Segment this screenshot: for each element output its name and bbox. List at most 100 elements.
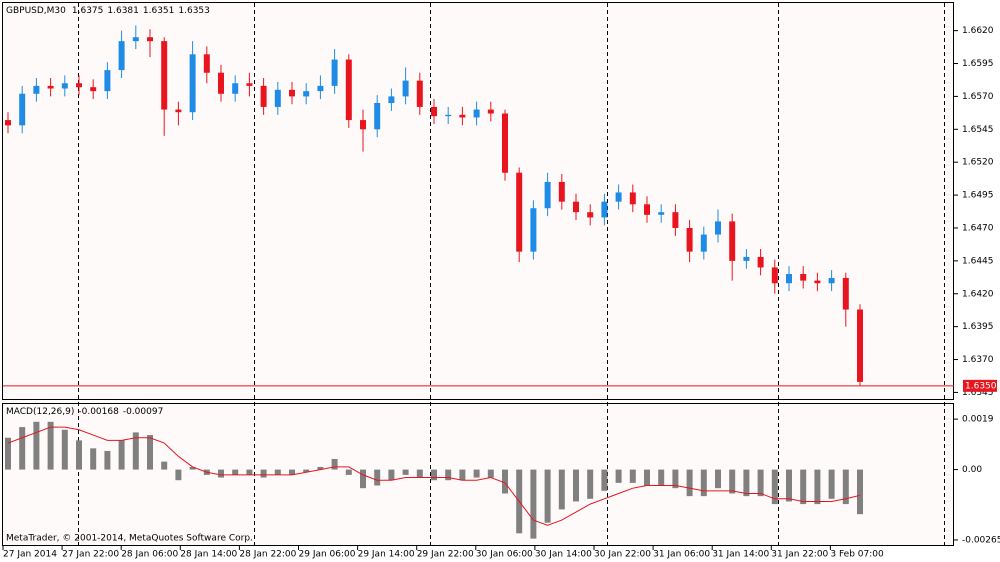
- x-tick-label: 27 Jan 2014: [3, 550, 57, 560]
- macd-bar: [218, 469, 224, 478]
- candle-body: [715, 221, 721, 235]
- signal-line: [7, 426, 861, 526]
- candle-body: [203, 54, 210, 73]
- macd-bar: [388, 469, 395, 481]
- macd-bar: [118, 440, 125, 470]
- macd-bar: [743, 469, 750, 497]
- y-tick-label: 0.0019: [962, 415, 994, 425]
- y-tick-label: 1.6595: [962, 59, 994, 69]
- candle-body: [473, 109, 480, 118]
- macd-bar: [289, 469, 295, 475]
- candle-body: [317, 85, 324, 92]
- macd-bar: [317, 466, 324, 470]
- x-tick-label: 30 Jan 14:00: [535, 550, 592, 560]
- macd-bar: [459, 469, 466, 481]
- macd-bar: [303, 469, 310, 473]
- y-tick-label: 1.6495: [962, 191, 994, 201]
- macd-bar: [360, 469, 366, 489]
- candle-body: [629, 192, 636, 205]
- macd-bar: [601, 469, 608, 491]
- macd-bar: [147, 435, 153, 470]
- macd-bar: [757, 469, 764, 497]
- candle-body: [729, 221, 736, 261]
- candle-body: [402, 80, 409, 97]
- macd-bar: [189, 466, 196, 470]
- candle-body: [147, 37, 153, 42]
- x-tick-label: 28 Jan 06:00: [121, 550, 178, 560]
- macd-bar: [90, 448, 97, 470]
- quote-high: 1.6381: [107, 6, 139, 16]
- candle-body: [19, 93, 26, 126]
- macd-bar: [47, 421, 54, 470]
- y-tick-label: 1.6370: [962, 355, 994, 365]
- y-tick-label: 1.6570: [962, 92, 994, 102]
- macd-bar: [431, 469, 437, 481]
- macd-bar: [857, 469, 863, 515]
- candle-body: [289, 89, 295, 97]
- candle-body: [61, 83, 68, 89]
- candle-body: [757, 256, 764, 268]
- candle-body: [118, 41, 125, 71]
- candle-body: [388, 96, 395, 103]
- marks: [3, 25, 954, 539]
- candle-body: [857, 309, 863, 382]
- candle-body: [431, 106, 437, 117]
- candle-body: [658, 212, 665, 215]
- y-tick-label: -0.00265: [962, 535, 1000, 545]
- candle-body: [771, 267, 778, 284]
- macd-bar: [232, 469, 239, 475]
- macd-bar: [416, 469, 423, 478]
- candle-body: [828, 277, 835, 284]
- macd-bar: [587, 469, 594, 499]
- candle-body: [644, 204, 650, 215]
- candle-body: [814, 280, 821, 284]
- macd-bar: [658, 469, 665, 486]
- candle-body: [459, 114, 466, 118]
- candle-body: [530, 208, 537, 252]
- x-tick-label: 31 Jan 06:00: [653, 550, 710, 560]
- candle-body: [587, 212, 594, 218]
- x-tick-label: 29 Jan 22:00: [417, 550, 474, 560]
- candle-body: [445, 114, 452, 117]
- macd-bar: [644, 469, 650, 486]
- candle-body: [700, 234, 707, 252]
- macd-bar: [104, 451, 111, 470]
- candle-body: [76, 83, 82, 88]
- candle-body: [161, 41, 168, 110]
- macd-bar: [175, 469, 182, 481]
- macd-bar: [161, 461, 168, 470]
- macd-bar: [331, 458, 338, 470]
- candle-body: [232, 83, 239, 94]
- current-price-box: [963, 379, 997, 392]
- candle-body: [416, 80, 423, 107]
- macd-bar: [729, 469, 736, 494]
- macd-bar: [402, 469, 409, 475]
- y-tick-label: 0.00: [962, 465, 982, 475]
- macd-bar: [814, 469, 821, 505]
- candle-body: [842, 277, 849, 310]
- candle-body: [33, 85, 40, 94]
- candle-body: [374, 102, 381, 130]
- macd-title: MACD(12,26,9): [6, 407, 74, 417]
- candle-body: [303, 91, 310, 97]
- x-tick-label: 28 Jan 22:00: [239, 550, 296, 560]
- macd-bar: [544, 469, 551, 523]
- footer: MetaTrader, © 2001-2014, MetaQuotes Soft…: [6, 534, 253, 544]
- macd-bar: [686, 469, 693, 497]
- candle-body: [743, 256, 750, 261]
- candle-body: [104, 70, 111, 92]
- macd-bar: [76, 440, 82, 470]
- macd-bar: [530, 469, 537, 539]
- x-tick-label: 31 Jan 14:00: [712, 550, 769, 560]
- candle-body: [90, 87, 97, 92]
- candle-body: [615, 192, 622, 202]
- candle-body: [274, 89, 281, 107]
- macd-main: -0.00168: [78, 407, 119, 417]
- candle-body: [175, 109, 182, 113]
- macd-bar: [445, 469, 452, 481]
- candle-body: [601, 201, 608, 218]
- candle-body: [544, 181, 551, 209]
- y-tick-label: 1.6545: [962, 125, 994, 135]
- macd-bar: [615, 469, 622, 483]
- candle-body: [672, 212, 679, 228]
